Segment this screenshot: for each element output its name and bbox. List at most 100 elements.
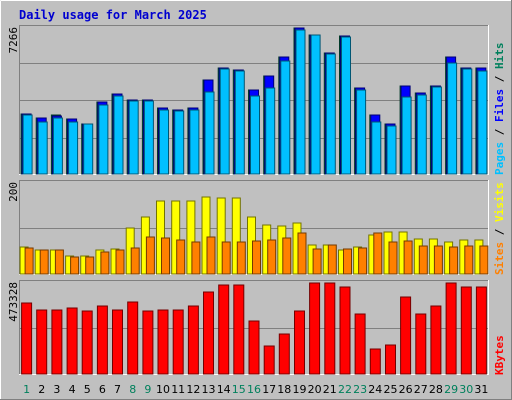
bar-pages bbox=[159, 109, 169, 175]
bar-sites bbox=[403, 240, 413, 275]
day-label: 1 bbox=[23, 383, 30, 396]
day-label: 25 bbox=[384, 383, 398, 396]
day-label: 29 bbox=[444, 383, 458, 396]
bar-pages bbox=[447, 62, 458, 175]
day-label: 11 bbox=[171, 383, 185, 396]
day-label: 17 bbox=[262, 383, 276, 396]
series-kbytes bbox=[21, 282, 487, 375]
bar-sites bbox=[206, 236, 216, 275]
day-label: 10 bbox=[156, 383, 170, 396]
day-label: 22 bbox=[338, 383, 352, 396]
bar-pages bbox=[52, 117, 63, 175]
bar-kbytes bbox=[430, 305, 442, 375]
bar-pages bbox=[401, 96, 412, 175]
bar-sites bbox=[282, 237, 292, 275]
bar-kbytes bbox=[233, 284, 245, 375]
day-label: 23 bbox=[353, 383, 367, 396]
ymax-label: 473328 bbox=[7, 282, 20, 322]
bar-sites bbox=[85, 256, 95, 275]
bar-sites bbox=[312, 248, 322, 275]
bar-pages bbox=[128, 100, 139, 175]
bar-pages bbox=[219, 68, 230, 175]
bar-kbytes bbox=[475, 286, 487, 375]
day-label: 5 bbox=[84, 383, 91, 396]
bar-sites bbox=[39, 249, 49, 275]
bar-sites bbox=[464, 245, 474, 275]
bar-visits bbox=[216, 197, 226, 275]
bar-pages bbox=[37, 121, 48, 175]
legend-sites: Sites bbox=[493, 242, 506, 275]
legend-kbytes: KBytes bbox=[493, 335, 506, 375]
bar-kbytes bbox=[127, 301, 139, 375]
bar-sites bbox=[479, 245, 489, 275]
bar-sites bbox=[70, 256, 80, 275]
legend-visits: Visits bbox=[493, 182, 506, 222]
series-visits bbox=[19, 196, 484, 275]
day-label: 28 bbox=[429, 383, 443, 396]
bar-kbytes bbox=[460, 286, 472, 375]
bar-kbytes bbox=[278, 333, 290, 375]
bar-sites bbox=[297, 232, 307, 275]
panel-legend: Pages / Files / Hits bbox=[493, 43, 506, 176]
bar-kbytes bbox=[385, 344, 396, 375]
bar-visits bbox=[186, 200, 196, 275]
bar-kbytes bbox=[400, 296, 412, 375]
day-label: 26 bbox=[399, 383, 413, 396]
day-label: 4 bbox=[69, 383, 76, 396]
bar-kbytes bbox=[415, 313, 427, 375]
bar-pages bbox=[174, 110, 185, 175]
bar-pages bbox=[431, 86, 442, 175]
bar-pages bbox=[371, 121, 382, 175]
bar-sites bbox=[373, 232, 383, 275]
chart-title: Daily usage for March 2025 bbox=[19, 8, 207, 22]
day-label: 8 bbox=[129, 383, 136, 396]
day-label: 16 bbox=[247, 383, 261, 396]
legend-separator: / bbox=[493, 222, 506, 242]
bar-kbytes bbox=[21, 302, 33, 375]
bar-sites bbox=[161, 237, 170, 275]
day-label: 9 bbox=[144, 383, 151, 396]
day-label: 15 bbox=[232, 383, 246, 396]
bar-kbytes bbox=[324, 282, 336, 375]
bar-kbytes bbox=[294, 310, 305, 375]
day-label: 31 bbox=[474, 383, 488, 396]
bar-sites bbox=[343, 248, 352, 275]
day-label: 27 bbox=[414, 383, 428, 396]
bar-sites bbox=[252, 240, 261, 275]
bar-pages bbox=[189, 109, 200, 175]
bar-sites bbox=[433, 245, 443, 275]
bar-pages bbox=[22, 114, 33, 175]
day-label: 20 bbox=[308, 383, 322, 396]
bar-pages bbox=[204, 91, 215, 175]
day-label: 14 bbox=[217, 383, 231, 396]
bar-sites bbox=[54, 249, 64, 275]
bar-kbytes bbox=[66, 307, 78, 375]
bar-sites bbox=[358, 247, 368, 275]
ymax-label: 200 bbox=[7, 182, 20, 202]
ymax-label: 7266 bbox=[7, 27, 20, 54]
day-label: 13 bbox=[202, 383, 216, 396]
bar-kbytes bbox=[172, 309, 184, 375]
bar-kbytes bbox=[81, 310, 93, 375]
day-label: 6 bbox=[99, 383, 106, 396]
bar-kbytes bbox=[187, 305, 199, 375]
bar-pages bbox=[280, 60, 291, 175]
bar-pages bbox=[356, 89, 367, 175]
bar-pages bbox=[310, 34, 321, 175]
bar-pages bbox=[295, 29, 306, 175]
panel-legend: Sites / Visits bbox=[493, 182, 506, 275]
bar-pages bbox=[234, 70, 245, 175]
day-label: 3 bbox=[53, 383, 60, 396]
bar-pages bbox=[462, 68, 473, 175]
bar-pages bbox=[325, 53, 336, 175]
bar-pages bbox=[68, 121, 79, 175]
bar-pages bbox=[477, 70, 488, 175]
legend-separator: / bbox=[493, 69, 506, 89]
bar-pages bbox=[113, 95, 124, 175]
day-label: 24 bbox=[368, 383, 382, 396]
bar-sites bbox=[236, 241, 246, 275]
legend-pages: Pages bbox=[493, 142, 506, 175]
legend-hits: Hits bbox=[493, 43, 506, 70]
bar-kbytes bbox=[112, 309, 123, 375]
